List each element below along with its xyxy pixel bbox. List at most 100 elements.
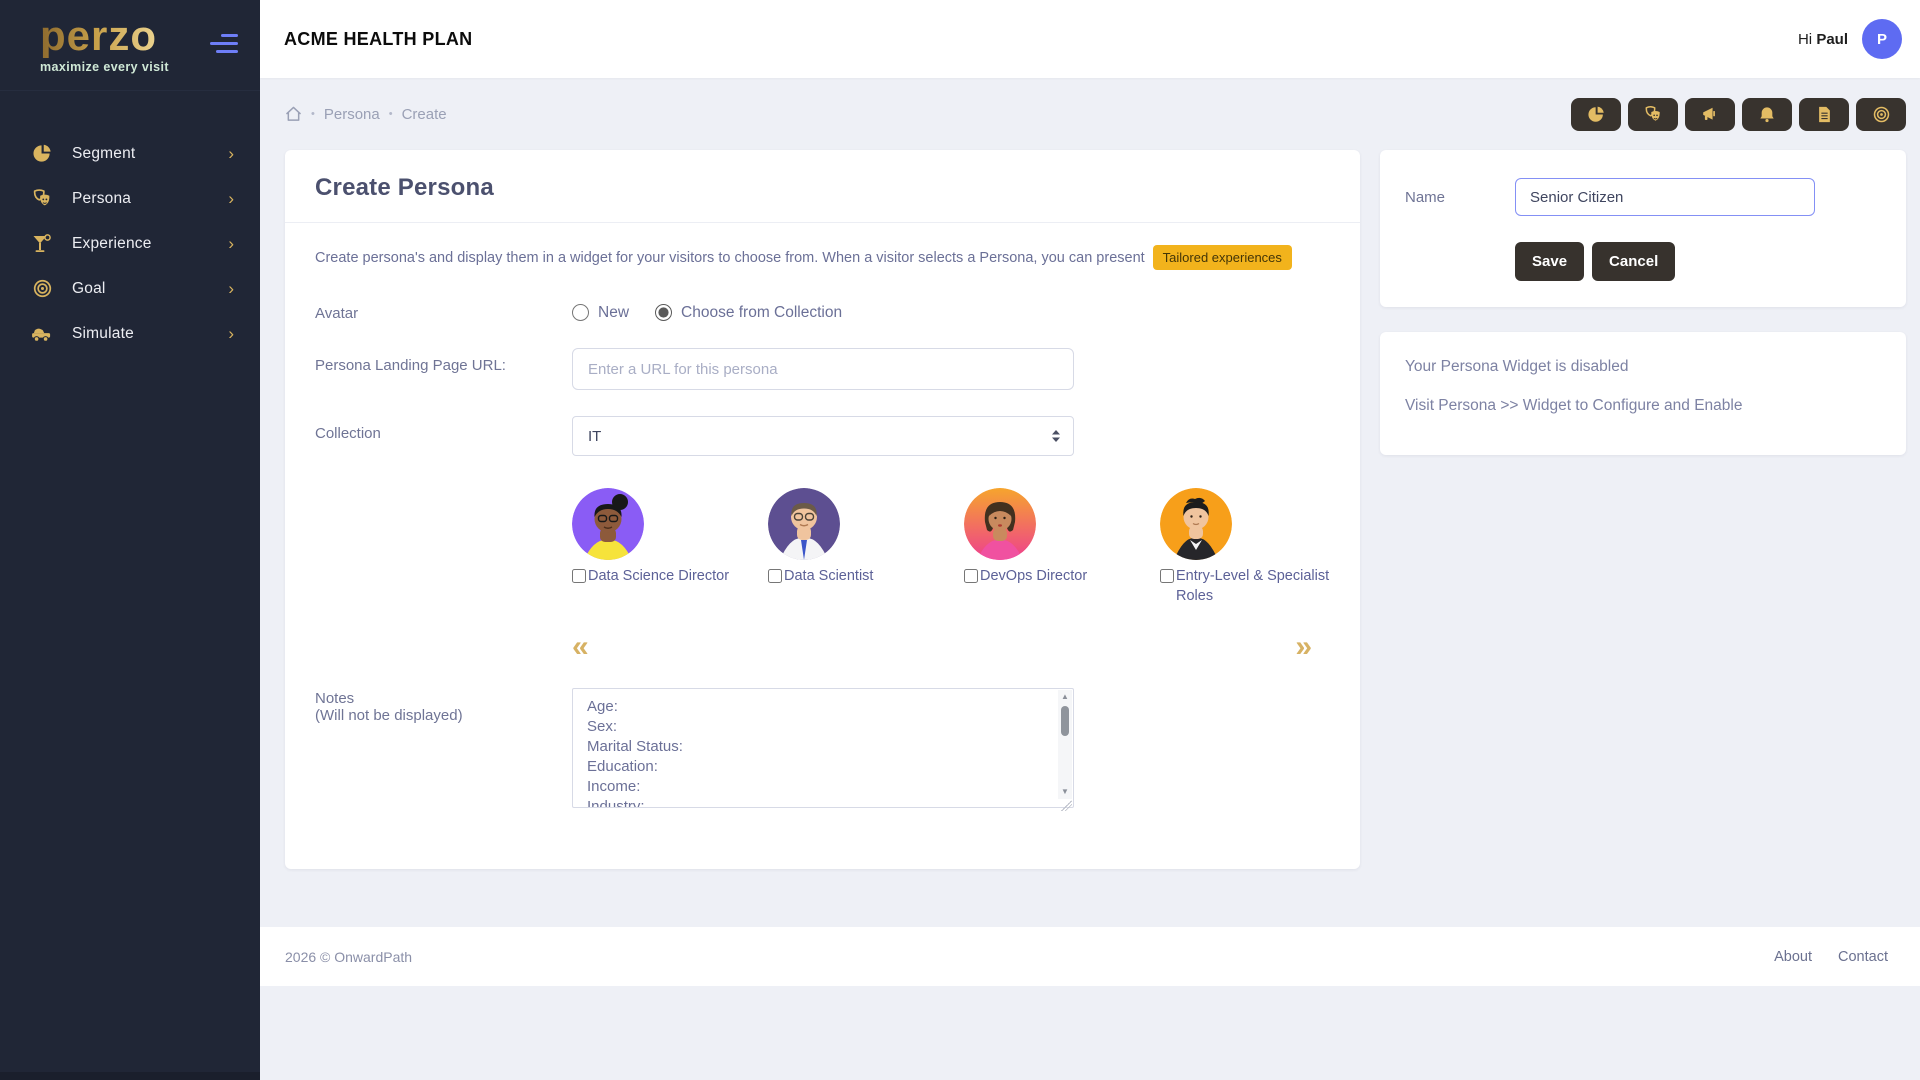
- right-column: Name Save Cancel Your Persona Widget is …: [1380, 150, 1906, 455]
- persona-avatar-data-science-director[interactable]: [572, 488, 644, 560]
- persona-checkbox-row[interactable]: Entry-Level & Specialist Roles: [1160, 566, 1356, 606]
- persona-label: Data Scientist: [784, 568, 874, 584]
- personas-grid-spacer: [315, 482, 572, 616]
- radio-choose-from-collection[interactable]: [655, 304, 673, 321]
- collection-field-label: Collection: [315, 425, 381, 442]
- widget-status-card: Your Persona Widget is disabled Visit Pe…: [1380, 332, 1906, 455]
- scroll-up-icon[interactable]: ▲: [1061, 692, 1069, 701]
- footer-link-contact[interactable]: Contact: [1838, 948, 1888, 965]
- quick-toolbar: [1571, 97, 1906, 131]
- notes-scrollbar[interactable]: ▲ ▼: [1058, 690, 1072, 799]
- breadcrumb: • Persona • Create: [285, 106, 447, 123]
- main-region: ACME HEALTH PLAN Hi Paul P • Persona •: [260, 0, 1920, 1080]
- breadcrumb-separator: •: [388, 108, 393, 120]
- footer-link-about[interactable]: About: [1774, 948, 1813, 965]
- radio-new-label: New: [598, 303, 630, 321]
- sidebar-bottom-strip: [0, 1072, 260, 1080]
- document-icon[interactable]: [1799, 97, 1849, 131]
- action-buttons: Save Cancel: [1515, 242, 1881, 281]
- pagination-spacer: [315, 620, 572, 688]
- persona-checkbox-row[interactable]: Data Science Director: [572, 566, 768, 586]
- persona-avatar-entry-level[interactable]: [1160, 488, 1232, 560]
- target-icon[interactable]: [1856, 97, 1906, 131]
- sidebar-item-simulate[interactable]: Simulate ›: [0, 311, 260, 356]
- radio-new[interactable]: [572, 304, 589, 321]
- name-field-row: Name: [1405, 178, 1881, 216]
- persona-url-input[interactable]: [572, 348, 1074, 390]
- breadcrumb-item-create[interactable]: Create: [401, 105, 447, 123]
- brand-block: perzo maximize every visit: [40, 14, 169, 75]
- collection-select[interactable]: IT: [572, 416, 1074, 456]
- persona-checkbox-row[interactable]: Data Scientist: [768, 566, 964, 586]
- pagination-row: « »: [315, 620, 1330, 688]
- megaphone-icon[interactable]: [1685, 97, 1735, 131]
- content-area: • Persona • Create: [260, 78, 1920, 1080]
- pie-chart-icon: [30, 144, 54, 164]
- brand-logo: perzo: [40, 14, 169, 58]
- scrollbar-thumb[interactable]: [1061, 706, 1069, 736]
- scroll-down-icon[interactable]: ▼: [1061, 787, 1069, 796]
- chevron-right-icon: ›: [228, 234, 234, 253]
- sidebar: perzo maximize every visit Segment ›: [0, 0, 260, 1080]
- persona-name-input[interactable]: [1515, 178, 1815, 216]
- page-title: Create Persona: [315, 174, 494, 201]
- sidebar-item-label: Simulate: [72, 324, 134, 342]
- save-button[interactable]: Save: [1515, 242, 1585, 281]
- previous-page-arrow[interactable]: «: [572, 630, 589, 663]
- sidebar-item-experience[interactable]: Experience ›: [0, 221, 260, 266]
- persona-option: Entry-Level & Specialist Roles: [1160, 488, 1356, 606]
- persona-avatar-devops-director[interactable]: [964, 488, 1036, 560]
- breadcrumb-item-persona[interactable]: Persona: [323, 105, 380, 123]
- user-area: Hi Paul P: [1798, 19, 1902, 59]
- persona-checkbox[interactable]: [572, 569, 586, 583]
- persona-checkbox[interactable]: [768, 569, 782, 583]
- card-body: Create persona's and display them in a w…: [285, 223, 1360, 869]
- breadcrumb-toolbar-row: • Persona • Create: [285, 78, 1906, 150]
- cancel-button[interactable]: Cancel: [1592, 242, 1676, 281]
- notes-wrapper: Age: Sex: Marital Status: Education: Inc…: [572, 688, 1074, 813]
- persona-checkbox-row[interactable]: DevOps Director: [964, 566, 1160, 586]
- sidebar-item-goal[interactable]: Goal ›: [0, 266, 260, 311]
- persona-option: Data Science Director: [572, 488, 768, 606]
- radio-option-collection[interactable]: Choose from Collection: [655, 304, 842, 322]
- user-avatar[interactable]: P: [1862, 19, 1902, 59]
- notes-label-line2: (Will not be displayed): [315, 707, 463, 724]
- create-persona-card: Create Persona Create persona's and disp…: [285, 150, 1360, 869]
- next-page-arrow[interactable]: »: [1295, 630, 1312, 663]
- chevron-right-icon: ›: [228, 324, 234, 343]
- persona-pagination: « »: [572, 630, 1312, 663]
- radio-option-new[interactable]: New: [572, 304, 629, 322]
- sidebar-item-segment[interactable]: Segment ›: [0, 131, 260, 176]
- persona-label: DevOps Director: [980, 568, 1088, 584]
- description-row: Create persona's and display them in a w…: [315, 245, 1330, 270]
- sidebar-logo-row: perzo maximize every visit: [0, 0, 260, 91]
- chevron-right-icon: ›: [228, 279, 234, 298]
- account-name: ACME HEALTH PLAN: [284, 28, 473, 49]
- persona-avatar-data-scientist[interactable]: [768, 488, 840, 560]
- chevron-right-icon: ›: [228, 189, 234, 208]
- persona-checkbox[interactable]: [964, 569, 978, 583]
- avatar-field-row: Avatar New Choose from Collection: [315, 296, 1330, 323]
- radio-collection-label: Choose from Collection: [681, 303, 843, 321]
- notes-textarea[interactable]: Age: Sex: Marital Status: Education: Inc…: [572, 688, 1074, 808]
- sidebar-item-persona[interactable]: Persona ›: [0, 176, 260, 221]
- resize-handle[interactable]: [1061, 800, 1072, 811]
- truck-icon: [30, 324, 54, 344]
- sidebar-item-label: Segment: [72, 144, 136, 162]
- url-field-label: Persona Landing Page URL:: [315, 357, 506, 374]
- theater-masks-icon: [30, 189, 54, 209]
- theater-masks-icon[interactable]: [1628, 97, 1678, 131]
- bell-icon[interactable]: [1742, 97, 1792, 131]
- name-field-label: Name: [1405, 188, 1446, 206]
- sidebar-item-label: Goal: [72, 279, 106, 297]
- menu-toggle-icon[interactable]: [208, 34, 238, 53]
- pie-chart-icon[interactable]: [1571, 97, 1621, 131]
- user-name: Paul: [1816, 30, 1848, 48]
- avatar-field-label: Avatar: [315, 305, 359, 322]
- persona-label: Entry-Level & Specialist Roles: [1176, 568, 1330, 604]
- sidebar-item-label: Persona: [72, 189, 132, 207]
- cocktail-icon: [30, 233, 54, 254]
- persona-checkbox[interactable]: [1160, 569, 1174, 583]
- home-icon[interactable]: [285, 106, 302, 122]
